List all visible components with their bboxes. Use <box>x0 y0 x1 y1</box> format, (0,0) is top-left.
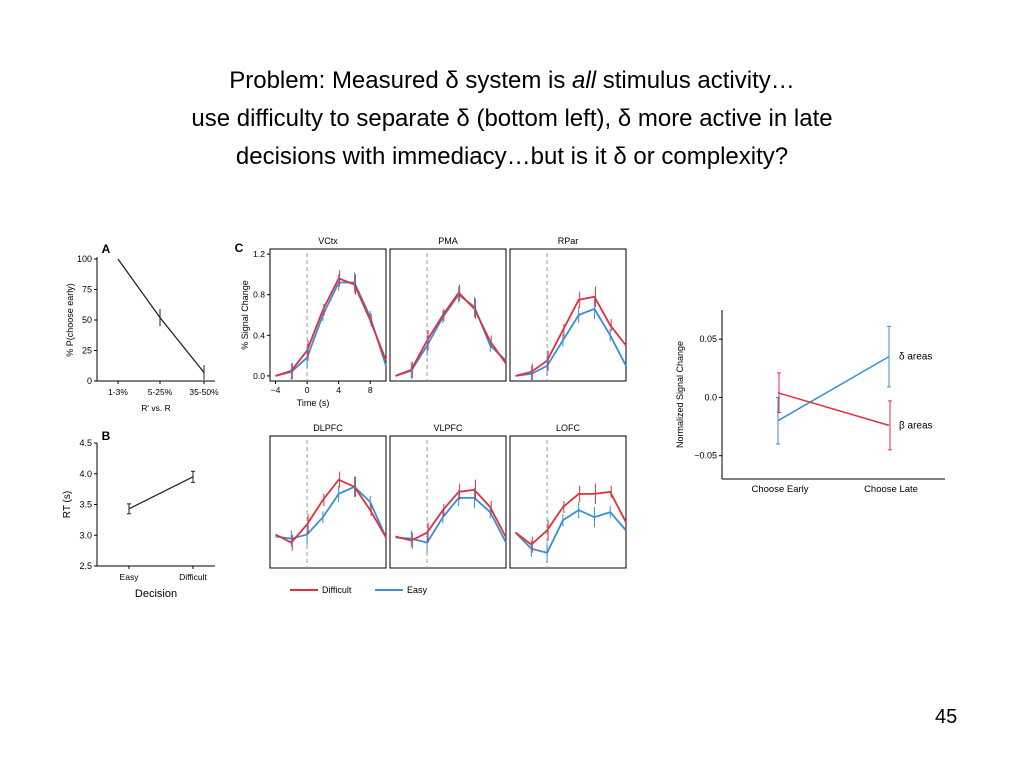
panel-c-pma-difficult-line <box>395 291 507 377</box>
panel-b-xlabel: Decision <box>135 588 177 600</box>
panel-c-vctx-easy-line <box>275 281 387 377</box>
panel-a-ylabel: % P(choose early) <box>65 283 75 357</box>
panel-d-delta-line <box>777 355 890 422</box>
panel-a-xtick-label: 1-3% <box>108 387 128 397</box>
panel-c-dlpfc-difficult-line <box>275 478 387 544</box>
panel-c-pma-title: PMA <box>438 236 458 246</box>
panel-d-xtick-label: Choose Early <box>751 484 808 495</box>
panel-c-xtick-label: 4 <box>336 385 341 395</box>
panel-b-label: B <box>102 429 111 443</box>
panel-d-ylabel: Normalized Signal Change <box>675 341 685 448</box>
panel-d-ytick-label: 0.0 <box>704 392 717 402</box>
panel-c-rpar-easy-line <box>515 307 627 377</box>
panel-c-lofc-easy-line <box>514 509 627 554</box>
panel-c-xtick-label: 0 <box>305 385 310 395</box>
legend-easy-label: Easy <box>407 585 428 595</box>
panel-c-vctx-difficult-line <box>275 277 387 377</box>
panel-d-beta-label: β areas <box>899 420 933 431</box>
panel-b-ylabel: RT (s) <box>62 491 73 518</box>
panel-a-xtick-label: 5-25% <box>148 387 173 397</box>
panel-d-ytick-label: 0.05 <box>699 334 717 344</box>
title-line-1-end: stimulus activity… <box>596 67 795 94</box>
panel-c-vlpfc-difficult-line <box>395 488 507 542</box>
panel-d-delta-label: δ areas <box>899 352 932 363</box>
panel-c-vlpfc-title: VLPFC <box>433 423 463 433</box>
panel-c-xtick-label: −4 <box>271 385 281 395</box>
panel-b-xtick-label: Difficult <box>179 572 207 582</box>
legend-difficult-label: Difficult <box>322 585 352 595</box>
title-line-1-start: Problem: Measured δ system is <box>229 67 573 94</box>
panel-c-rpar-difficult-line <box>515 295 627 377</box>
panel-c-ytick-label: 0.4 <box>253 330 265 340</box>
panel-a-ytick-label: 100 <box>77 254 92 264</box>
panel-d-xtick-label: Choose Late <box>864 484 918 495</box>
panel-c-label: C <box>235 241 244 255</box>
panel-c-dlpfc-easy-line <box>275 485 387 540</box>
slide-number: 45 <box>935 706 958 728</box>
panel-b-ytick-label: 2.5 <box>79 561 92 571</box>
panel-c-ytick-label: 0.0 <box>253 371 265 381</box>
panel-c-lofc-title: LOFC <box>556 423 581 433</box>
panel-c-dlpfc-title: DLPFC <box>313 423 343 433</box>
panel-c-dlpfc-frame <box>269 435 387 569</box>
title-line-1: Problem: Measured δ system is all stimul… <box>229 67 795 94</box>
panel-c-rpar-title: RPar <box>558 236 579 246</box>
panel-d-ytick-label: −0.05 <box>694 451 717 461</box>
title-line-3: decisions with immediacy…but is it δ or … <box>235 143 789 170</box>
panel-c-lofc-frame <box>509 435 627 569</box>
panel-b-ytick-label: 4.5 <box>79 438 92 448</box>
panel-c-ytick-label: 0.8 <box>253 290 265 300</box>
panel-a-ytick-label: 75 <box>82 285 92 295</box>
panel-c-xlabel: Time (s) <box>297 398 330 408</box>
panel-b-xtick-label: Easy <box>120 572 140 582</box>
panel-a-ytick-label: 50 <box>82 315 92 325</box>
panel-a-xlabel: R' vs. R <box>141 403 170 413</box>
title-line-2: use difficulty to separate δ (bottom lef… <box>191 105 833 132</box>
panel-b-line <box>128 476 194 510</box>
panel-c-ylabel: % Signal Change <box>240 280 250 350</box>
panel-c-rpar-frame <box>509 248 627 382</box>
panel-c-vctx-frame <box>269 248 387 382</box>
panel-a-label: A <box>102 242 111 256</box>
title-line-1-emphasis: all <box>572 67 597 94</box>
panel-b-ytick-label: 3.5 <box>79 500 92 510</box>
panel-c-xtick-label: 8 <box>368 385 373 395</box>
panel-c-ytick-label: 1.2 <box>253 249 265 259</box>
slide-title: Problem: Measured δ system is all stimul… <box>0 62 1024 176</box>
panel-a-line <box>117 258 205 373</box>
panel-a-xtick-label: 35-50% <box>189 387 219 397</box>
panel-c-lofc-difficult-line <box>514 490 627 546</box>
panel-b-ytick-label: 3.0 <box>79 530 92 540</box>
panel-c-vctx-title: VCtx <box>318 236 338 246</box>
panel-c-vlpfc-frame <box>389 435 507 569</box>
panel-a-ytick-label: 0 <box>87 376 92 386</box>
panel-b-ytick-label: 4.0 <box>79 469 92 479</box>
panel-d-beta-line <box>777 392 890 427</box>
panel-c-pma-frame <box>389 248 507 382</box>
panel-a-ytick-label: 25 <box>82 346 92 356</box>
